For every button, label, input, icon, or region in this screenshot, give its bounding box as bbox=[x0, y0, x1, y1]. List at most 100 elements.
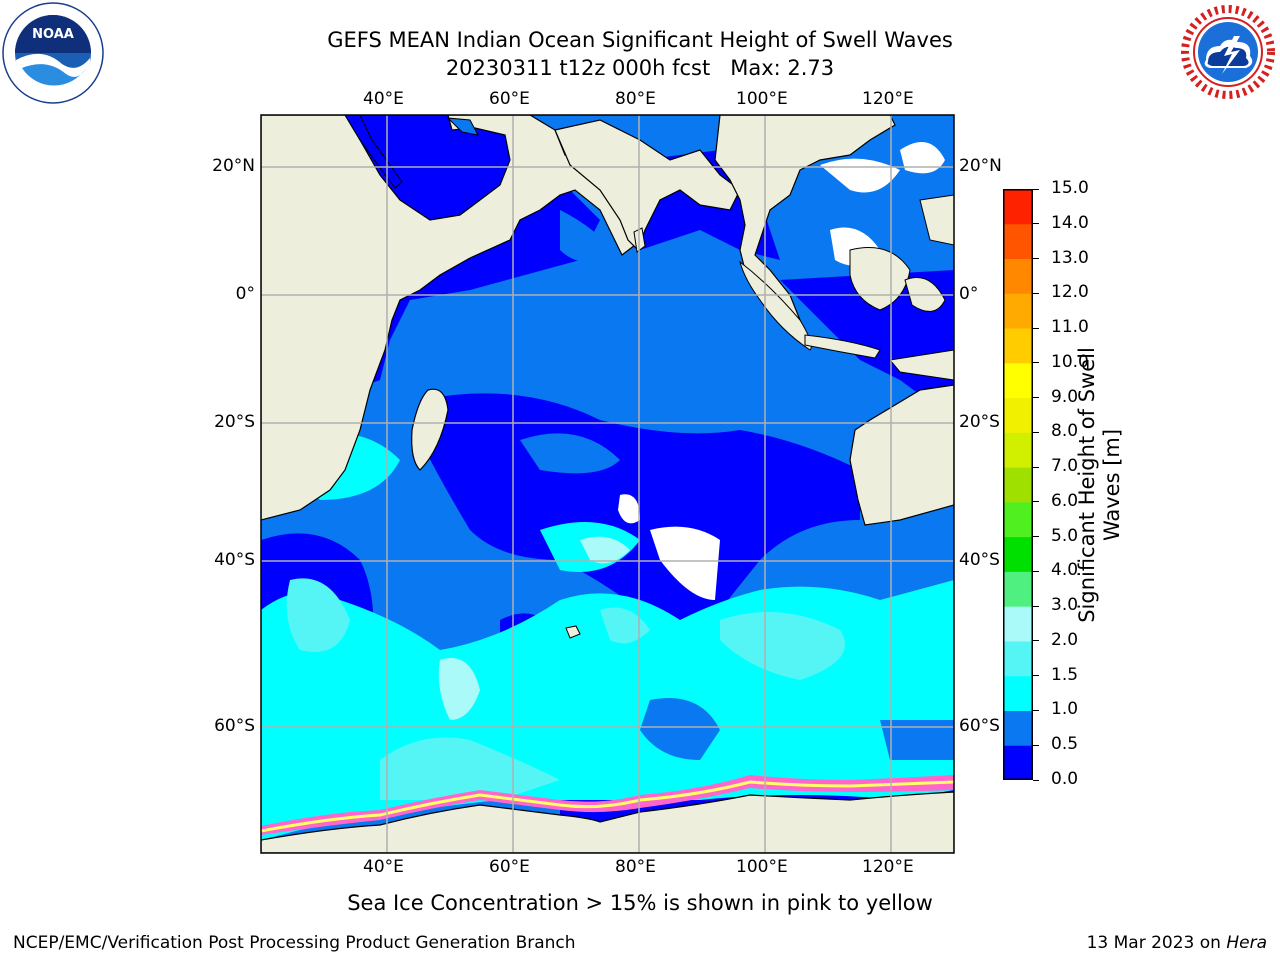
colorbar-tick-label: 4.0 bbox=[1051, 560, 1079, 581]
colorbar-bin bbox=[1003, 710, 1033, 746]
colorbar-tick-label: 12.0 bbox=[1051, 282, 1089, 303]
lat-label-right-20s: 20°S bbox=[959, 412, 1000, 432]
lon-label-bottom-100e: 100°E bbox=[736, 857, 788, 877]
mid-swell-patch bbox=[560, 210, 620, 264]
colorbar-tick-label: 13.0 bbox=[1051, 247, 1089, 268]
no-data-patch bbox=[618, 494, 640, 524]
colorbar-label-line2: Waves [m] bbox=[1100, 428, 1124, 542]
peak-swell-patch bbox=[580, 536, 630, 564]
colorbar-tick-mark bbox=[1033, 744, 1039, 746]
colorbar-tick-mark bbox=[1033, 570, 1039, 572]
high-swell-patch bbox=[380, 737, 560, 800]
colorbar-tick-mark bbox=[1033, 501, 1039, 503]
lon-label-bottom-120e: 120°E bbox=[862, 857, 914, 877]
lon-label-bottom-80e: 80°E bbox=[615, 857, 656, 877]
lat-label-left-60s: 60°S bbox=[214, 716, 255, 736]
colorbar-bin bbox=[1003, 223, 1033, 260]
mid-swell-patch bbox=[880, 720, 954, 760]
colorbar-tick-mark bbox=[1033, 605, 1039, 607]
antarctica-landmass bbox=[261, 791, 954, 853]
colorbar-tick-mark bbox=[1033, 258, 1039, 260]
high-swell-patch bbox=[286, 578, 350, 652]
colorbar-tick-label: 3.0 bbox=[1051, 595, 1079, 616]
lat-label-right-60s: 60°S bbox=[959, 716, 1000, 736]
sea-ice-note: Sea Ice Concentration > 15% is shown in … bbox=[347, 891, 933, 915]
lat-label-left-20s: 20°S bbox=[214, 412, 255, 432]
colorbar-bin bbox=[1003, 536, 1033, 572]
footer-date-text: 13 Mar 2023 on bbox=[1086, 933, 1227, 953]
map-gridlines bbox=[261, 115, 954, 853]
colorbar-tick-label: 9.0 bbox=[1051, 386, 1079, 407]
colorbar-border bbox=[1003, 189, 1033, 780]
map-title: GEFS MEAN Indian Ocean Significant Heigh… bbox=[327, 28, 953, 52]
footer-host: Hera bbox=[1226, 933, 1267, 953]
colorbar-tick-label: 11.0 bbox=[1051, 317, 1089, 338]
lon-label-bottom-40e: 40°E bbox=[363, 857, 404, 877]
india-landmass bbox=[554, 119, 741, 252]
high-swell-patch bbox=[600, 607, 650, 644]
colorbar-bin bbox=[1003, 501, 1033, 538]
sea-ice-edge bbox=[261, 780, 954, 833]
colorbar-bin bbox=[1003, 189, 1033, 225]
low-swell-indonesia bbox=[780, 270, 954, 420]
colorbar-tick-label: 2.0 bbox=[1051, 629, 1079, 650]
colorbar-bin bbox=[1003, 258, 1033, 294]
colorbar-bin bbox=[1003, 745, 1033, 781]
lon-label-top-100e: 100°E bbox=[736, 89, 788, 109]
mid-swell-patch bbox=[520, 433, 620, 474]
peak-swell-patch bbox=[438, 658, 480, 720]
colorbar-bin bbox=[1003, 467, 1033, 503]
high-swell-patch bbox=[720, 612, 845, 680]
colorbar-tick-label: 6.0 bbox=[1051, 490, 1079, 511]
colorbar-tick-mark bbox=[1033, 779, 1039, 781]
lon-label-top-120e: 120°E bbox=[862, 89, 914, 109]
colorbar-tick-label: 1.5 bbox=[1051, 664, 1079, 685]
no-data-patch bbox=[900, 142, 945, 174]
kerguelen-island bbox=[565, 625, 581, 639]
colorbar-label-line1: Significant Height of Swell bbox=[1075, 347, 1099, 623]
colorbar-tick-mark bbox=[1033, 640, 1039, 642]
philippines bbox=[919, 194, 954, 246]
lon-label-top-80e: 80°E bbox=[615, 89, 656, 109]
national-weather-service-logo-icon bbox=[1178, 2, 1278, 102]
australia-landmass bbox=[849, 384, 954, 526]
colorbar-bin bbox=[1003, 397, 1033, 433]
colorbar-tick-mark bbox=[1033, 536, 1039, 538]
colorbar-tick-label: 14.0 bbox=[1051, 212, 1089, 233]
lat-label-left-0: 0° bbox=[235, 284, 255, 304]
colorbar-bin bbox=[1003, 675, 1033, 711]
footer-credit: NCEP/EMC/Verification Post Processing Pr… bbox=[13, 933, 576, 953]
colorbar-tick-label: 10.0 bbox=[1051, 351, 1089, 372]
java bbox=[804, 334, 881, 359]
lon-label-bottom-60e: 60°E bbox=[489, 857, 530, 877]
colorbar-tick-mark bbox=[1033, 223, 1039, 225]
colorbar-tick-mark bbox=[1033, 397, 1039, 399]
colorbar-bin bbox=[1003, 328, 1033, 364]
colorbar-tick-mark bbox=[1033, 292, 1039, 294]
colorbar-bin bbox=[1003, 362, 1033, 399]
noaa-logo-icon: NOAA bbox=[2, 2, 104, 104]
colorbar-bin bbox=[1003, 640, 1033, 677]
colorbar-tick-label: 7.0 bbox=[1051, 456, 1079, 477]
footer-date: 13 Mar 2023 on Hera bbox=[1087, 933, 1267, 953]
madagascar bbox=[411, 388, 449, 471]
colorbar-bin bbox=[1003, 606, 1033, 642]
persian-gulf bbox=[446, 117, 479, 136]
no-data-patch bbox=[650, 526, 720, 600]
colorbar-tick-label: 0.5 bbox=[1051, 734, 1079, 755]
mid-swell-patch bbox=[640, 698, 720, 760]
lon-label-top-60e: 60°E bbox=[489, 89, 530, 109]
colorbar-bin bbox=[1003, 571, 1033, 607]
colorbar-tick-label: 5.0 bbox=[1051, 525, 1079, 546]
colorbar bbox=[1003, 189, 1033, 781]
colorbar-tick-mark bbox=[1033, 466, 1039, 468]
colorbar-tick-mark bbox=[1033, 362, 1039, 364]
colorbar-tick-label: 1.0 bbox=[1051, 699, 1079, 720]
colorbar-bin bbox=[1003, 432, 1033, 468]
colorbar-tick-label: 0.0 bbox=[1051, 769, 1079, 789]
lon-label-top-40e: 40°E bbox=[363, 89, 404, 109]
colorbar-tick-mark bbox=[1033, 188, 1039, 190]
lat-label-right-40s: 40°S bbox=[959, 550, 1000, 570]
colorbar-tick-mark bbox=[1033, 327, 1039, 329]
